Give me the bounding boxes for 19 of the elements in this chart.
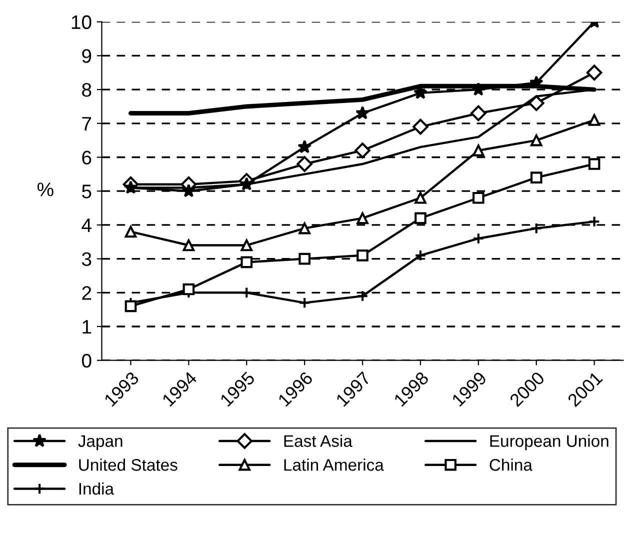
y-tick-label: 4 bbox=[82, 218, 92, 232]
y-tick-label: 0 bbox=[82, 354, 92, 368]
legend-label: Japan bbox=[78, 435, 122, 450]
legend-label: East Asia bbox=[284, 434, 352, 447]
y-axis-title: % bbox=[37, 182, 54, 196]
legend-label: United States bbox=[79, 458, 178, 471]
y-tick-label: 6 bbox=[82, 150, 92, 164]
y-tick-label: 10 bbox=[72, 15, 92, 30]
legend-label: India bbox=[79, 482, 114, 495]
y-tick-label: 9 bbox=[82, 49, 92, 63]
y-tick-label: 1 bbox=[82, 320, 92, 334]
y-tick-label: 7 bbox=[82, 117, 92, 130]
y-tick-label: 2 bbox=[82, 286, 92, 300]
y-tick-label: 5 bbox=[82, 184, 92, 198]
legend-label: Latin America bbox=[284, 458, 384, 471]
legend-label: China bbox=[490, 458, 532, 471]
y-tick-label: 8 bbox=[82, 83, 92, 97]
legend-label: European Union bbox=[490, 434, 608, 450]
y-tick-label: 3 bbox=[82, 252, 92, 266]
